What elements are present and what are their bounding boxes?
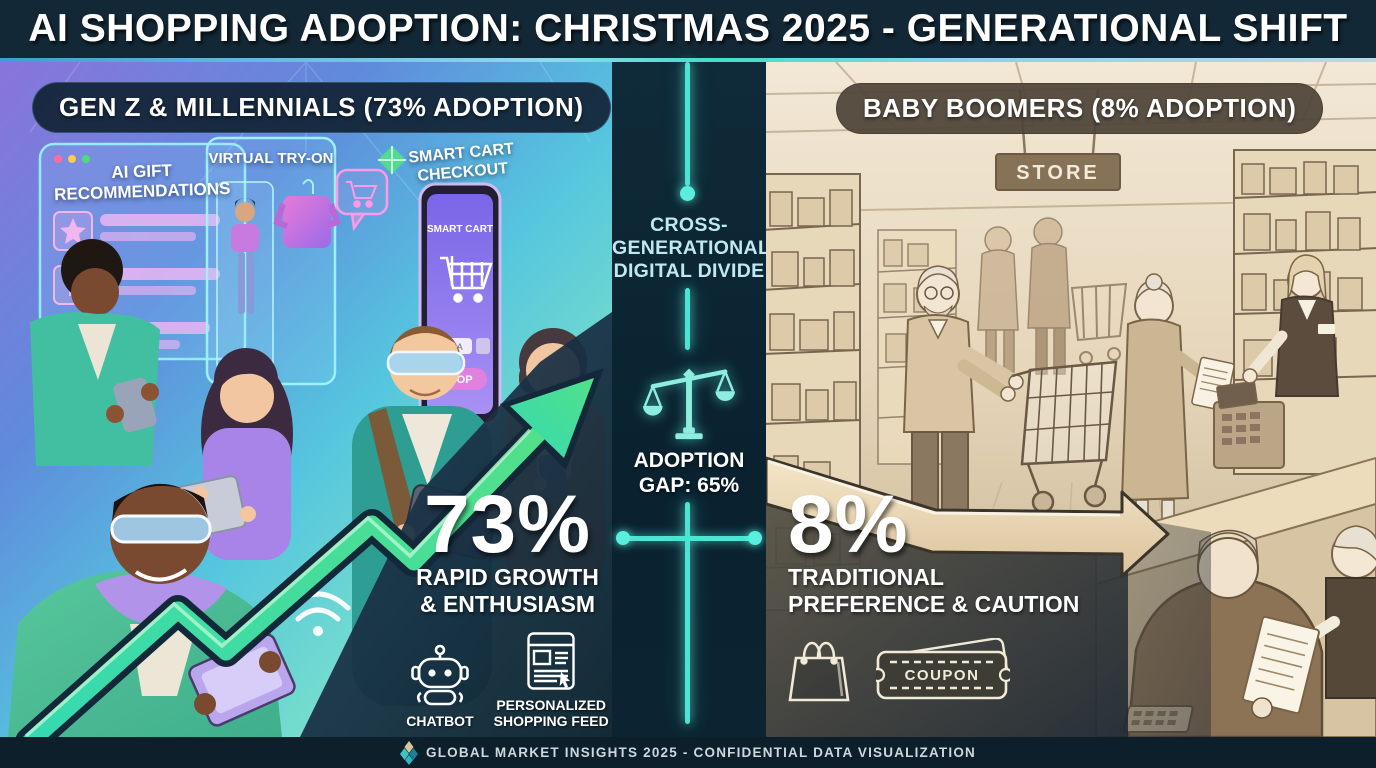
genz-panel: SMART CART GUA MOP (0, 62, 612, 737)
cash-register (1213, 380, 1285, 469)
content: SMART CART GUA MOP (0, 62, 1376, 737)
traffic-dot-yellow (68, 155, 76, 163)
gap-line1: ADOPTION (633, 449, 745, 472)
divider-dot (680, 186, 695, 201)
phone-lock-icon (476, 338, 490, 354)
connector-dot-left (616, 531, 630, 545)
genz-stat-block: 73% RAPID GROWTH & ENTHUSIASM (405, 479, 610, 730)
background-couple (977, 217, 1128, 375)
chatbot-label: CHATBOT (406, 713, 474, 730)
title-bar: AI SHOPPING ADOPTION: CHRISTMAS 2025 - G… (0, 0, 1376, 58)
traffic-dot-red (54, 155, 62, 163)
feed-label-line1: PERSONALIZED (496, 697, 607, 714)
footer: GLOBAL MARKET INSIGHTS 2025 - CONFIDENTI… (0, 737, 1376, 768)
store-sign: STORE (995, 89, 1121, 191)
avatar-figure (231, 198, 259, 314)
genz-illustration: SMART CART GUA MOP (0, 62, 612, 737)
connector-dot-right (748, 531, 762, 545)
shopping-cart (1011, 360, 1118, 514)
boomers-stat-block: 8% TRADITIONAL PREFERENCE & CAUTION (788, 479, 1098, 702)
cashier (1242, 254, 1340, 397)
cart-icon (440, 256, 493, 303)
chatbot-feature: CHATBOT (406, 644, 474, 730)
divider-line-mid (685, 288, 690, 350)
boomers-header-pill: BABY BOOMERS (8% ADOPTION) (836, 83, 1324, 134)
connector-line (622, 536, 756, 541)
footer-brand-line: GLOBAL MARKET INSIGHTS 2025 - CONFIDENTI… (426, 745, 976, 760)
shopping-feed-feature: PERSONALIZED SHOPPING FEED (494, 632, 609, 729)
boomers-panel: STORE (766, 62, 1376, 737)
divide-line2: GENERATIONAL (612, 237, 771, 259)
boomers-stat-value: 8% (788, 479, 909, 570)
genz-stat-value: 73% (423, 479, 592, 570)
divider-line-bottom (685, 502, 690, 724)
balance-scale-icon (643, 358, 735, 447)
cart-speech-bubble (335, 168, 389, 232)
coupon-icon: COUPON (876, 638, 1010, 700)
boomers-illustration: STORE (766, 62, 1376, 737)
traffic-dot-green (82, 155, 90, 163)
tryon-card-label: VIRTUAL TRY-ON (208, 150, 334, 167)
adoption-gap-label: ADOPTION GAP: 65% (612, 448, 766, 498)
feed-label-line2: SHOPPING FEED (493, 713, 609, 730)
page-title: AI SHOPPING ADOPTION: CHRISTMAS 2025 - G… (28, 7, 1348, 50)
divider-line-top (685, 62, 690, 186)
shopping-bag-icon (788, 641, 850, 702)
gift-card-label: AI GIFT RECOMMENDATIONS (53, 160, 231, 205)
elderly-man-with-cart (902, 265, 1118, 546)
divide-line3: DIGITAL DIVIDE (613, 260, 765, 282)
coupon-label: COUPON (905, 667, 980, 684)
store-sign-label: STORE (1016, 162, 1100, 184)
decline-arrow (766, 456, 1170, 578)
elderly-woman-reading (1120, 273, 1235, 541)
genz-header-pill: GEN Z & MILLENNIALS (73% ADOPTION) (32, 82, 611, 133)
digital-divide-label: CROSS- GENERATIONAL DIGITAL DIVIDE (612, 214, 770, 283)
person-longhair-tablet (165, 348, 293, 560)
boomers-stat-line1: TRADITIONAL (788, 563, 944, 590)
ar-glasses (386, 350, 466, 376)
genz-stat-line2: & ENTHUSIASM (419, 591, 596, 618)
chatbot-icon (411, 644, 469, 706)
person-afro-teal-jacket (30, 239, 160, 466)
shopping-feed-icon (527, 632, 575, 690)
gift-icon (378, 146, 406, 174)
hanging-jacket (273, 179, 341, 248)
gap-line2: GAP: 65% (638, 474, 740, 498)
divide-line1: CROSS- (650, 214, 728, 236)
phone-screen-title: SMART CART (427, 224, 493, 235)
title-divider-line (0, 58, 1376, 62)
stat-backdrop-fade (1128, 517, 1211, 737)
smart-glasses (110, 514, 212, 544)
boomers-stat-line2: PREFERENCE & CAUTION (788, 591, 1080, 618)
genz-stat-line1: RAPID GROWTH (416, 563, 599, 590)
virtual-tryon-card (205, 136, 341, 386)
growth-arrow (15, 368, 604, 737)
brand-logo-icon (400, 740, 419, 765)
divide-column: CROSS- GENERATIONAL DIGITAL DIVIDE (612, 62, 770, 737)
